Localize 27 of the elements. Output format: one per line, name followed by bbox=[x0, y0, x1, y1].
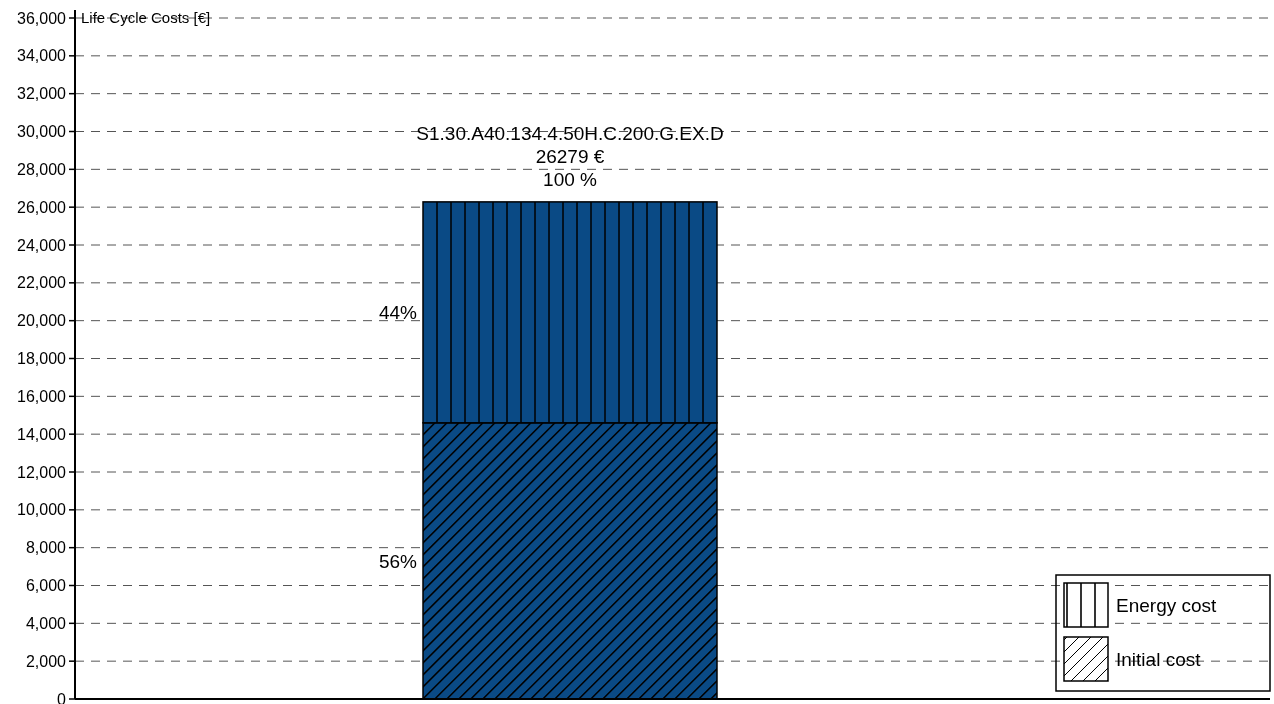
total-label: 26279 € bbox=[535, 145, 605, 167]
y-tick-label: 18,000 bbox=[17, 350, 67, 368]
y-tick-label: 30,000 bbox=[17, 123, 67, 141]
y-tick-label: 4,000 bbox=[25, 614, 67, 632]
text: Energy cost bbox=[1116, 594, 1218, 616]
y-tick-label: 12,000 bbox=[17, 463, 67, 481]
annotation: 56% bbox=[378, 550, 418, 572]
text: Initial cost bbox=[1116, 648, 1202, 670]
y-tick-label: 6,000 bbox=[25, 577, 67, 595]
y-tick-label: 32,000 bbox=[17, 85, 67, 103]
y-tick-label: 8,000 bbox=[25, 539, 67, 557]
y-tick-label: 16,000 bbox=[17, 387, 67, 405]
annotation: 44% bbox=[378, 302, 418, 323]
y-tick-label: 10,000 bbox=[17, 501, 67, 519]
y-tick-label: 22,000 bbox=[17, 274, 67, 292]
y-axis-title: Life Cycle Costs [€] bbox=[81, 9, 211, 27]
annotation: 100 % bbox=[543, 168, 598, 190]
y-tick-label: 14,000 bbox=[17, 425, 67, 443]
y-tick-label: 34,000 bbox=[17, 47, 67, 65]
y-tick-label: 20,000 bbox=[17, 312, 67, 330]
y-tick-label: 36,000 bbox=[17, 9, 67, 27]
y-tick-label: 28,000 bbox=[17, 160, 67, 178]
y-tick-label: 24,000 bbox=[17, 236, 67, 254]
y-tick-label: 2,000 bbox=[25, 652, 67, 670]
y-tick-label: 26,000 bbox=[17, 198, 67, 216]
y-tick-label: 0 bbox=[57, 690, 67, 704]
x-tick-label: S1.30.A40.134.4.50H.C.200.G.EX.D bbox=[416, 122, 724, 144]
